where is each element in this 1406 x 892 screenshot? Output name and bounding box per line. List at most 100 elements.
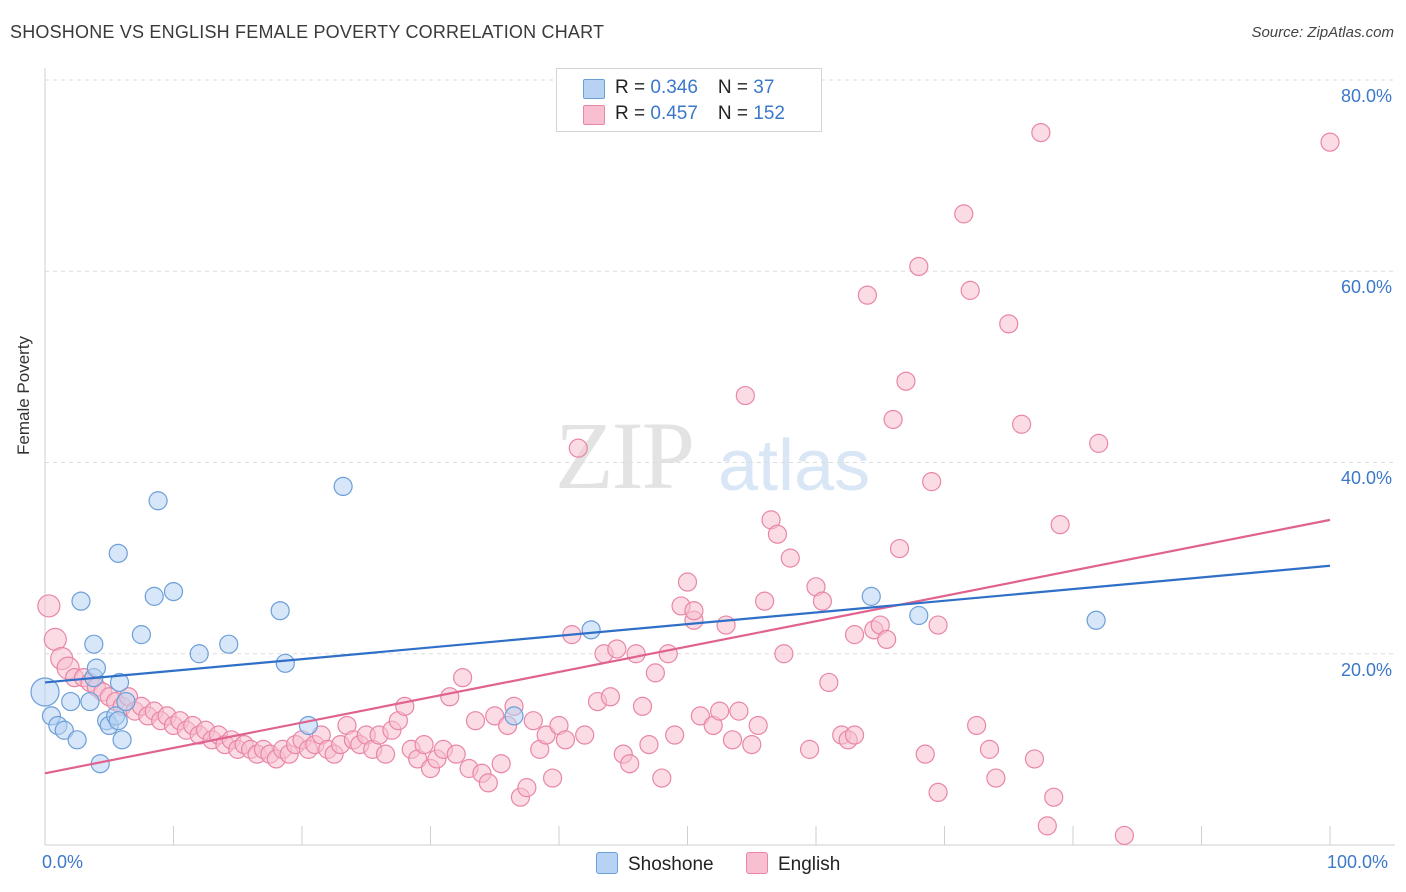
shoshone-point (54, 720, 74, 740)
english-point (607, 639, 627, 659)
english-point (523, 711, 543, 731)
english-point (684, 601, 704, 621)
shoshone-point (504, 706, 524, 726)
shoshone-point (80, 691, 100, 712)
x-tick-label: 100.0% (1327, 852, 1389, 872)
english-point (754, 591, 775, 611)
english-point (928, 615, 948, 635)
bottom-legend-english: English (746, 852, 840, 876)
shoshone-point (30, 677, 60, 707)
english-point (1037, 816, 1057, 836)
shoshone-point (189, 644, 209, 664)
english-point (710, 701, 730, 721)
english-point (485, 706, 505, 726)
legend-n-value: 37 (753, 77, 775, 98)
bottom-legend-label: Shoshone (628, 854, 714, 875)
english-point (542, 768, 563, 788)
english-point (742, 734, 762, 755)
english-point (979, 739, 1000, 759)
english-point (857, 285, 878, 305)
english-point (665, 725, 685, 745)
shoshone-point (131, 625, 151, 645)
shoshone-point (144, 586, 164, 606)
shoshone-point (71, 591, 91, 611)
shoshone-point (67, 730, 87, 750)
y-tick-label: 80.0% (1340, 86, 1392, 106)
shoshone-swatch (583, 79, 605, 99)
shoshone-point (861, 586, 881, 606)
english-point (716, 615, 736, 635)
legend-r-label: R = (615, 77, 651, 98)
english-point (844, 725, 865, 745)
english-point (819, 672, 839, 693)
english-trendline (44, 518, 1331, 775)
english-point (722, 730, 743, 750)
english-point (645, 663, 665, 683)
legend-r-value: 0.457 (650, 103, 698, 124)
english-point (446, 744, 466, 764)
english-point (1011, 414, 1032, 434)
shoshone-point (116, 691, 136, 712)
shoshone-point (1086, 610, 1106, 630)
english-point (677, 572, 698, 592)
english-point (626, 644, 646, 664)
shoshone-point (270, 601, 290, 621)
english-point (1089, 433, 1109, 453)
legend-n-label: N = (717, 103, 754, 124)
shoshone-point (109, 672, 130, 693)
english-point (928, 782, 948, 803)
english-point (375, 744, 396, 764)
english-point (1050, 515, 1070, 535)
legend-n-label: N = (717, 77, 754, 98)
legend-n-value: 152 (753, 103, 785, 124)
y-tick-label: 40.0% (1340, 468, 1392, 488)
english-point (575, 725, 595, 745)
english-point (877, 629, 897, 650)
english-point (896, 371, 916, 391)
english-point (844, 625, 865, 645)
english-point (690, 706, 710, 726)
english-point (1320, 132, 1340, 152)
english-point (600, 687, 621, 707)
english-point (414, 734, 434, 755)
english-point (883, 409, 903, 430)
bottom-legend-shoshone: Shoshone (596, 852, 714, 876)
english-point (889, 538, 910, 559)
english-point (909, 256, 929, 277)
english-point (954, 204, 974, 224)
english-point (632, 696, 653, 716)
english-swatch (746, 852, 768, 874)
english-point (465, 711, 486, 731)
watermark-atlas: atlas (718, 426, 871, 506)
english-point (555, 730, 576, 750)
english-point (652, 768, 672, 788)
english-point (729, 701, 749, 721)
shoshone-point (333, 476, 353, 497)
english-point (453, 668, 473, 688)
shoshone-point (61, 691, 81, 712)
english-point (639, 734, 659, 755)
legend-r-label: R = (615, 103, 651, 124)
english-point (986, 768, 1006, 788)
x-tick-label: 0.0% (42, 852, 84, 872)
english-point (1031, 122, 1051, 143)
english-point (37, 594, 61, 618)
english-swatch (583, 105, 605, 125)
english-point (915, 744, 935, 764)
shoshone-point (581, 620, 601, 640)
english-point (478, 773, 498, 793)
legend-r-value: 0.346 (650, 77, 698, 98)
source-label: Source: ZipAtlas.com (1251, 24, 1394, 41)
shoshone-point (163, 581, 184, 602)
english-point (1024, 749, 1045, 769)
shoshone-point (108, 543, 128, 563)
y-tick-label: 60.0% (1340, 277, 1392, 297)
english-point (491, 754, 511, 774)
english-point (960, 280, 980, 300)
english-point (922, 472, 942, 492)
english-point (517, 778, 537, 798)
english-point (658, 644, 678, 664)
english-point (1044, 787, 1064, 807)
english-point (812, 591, 833, 611)
